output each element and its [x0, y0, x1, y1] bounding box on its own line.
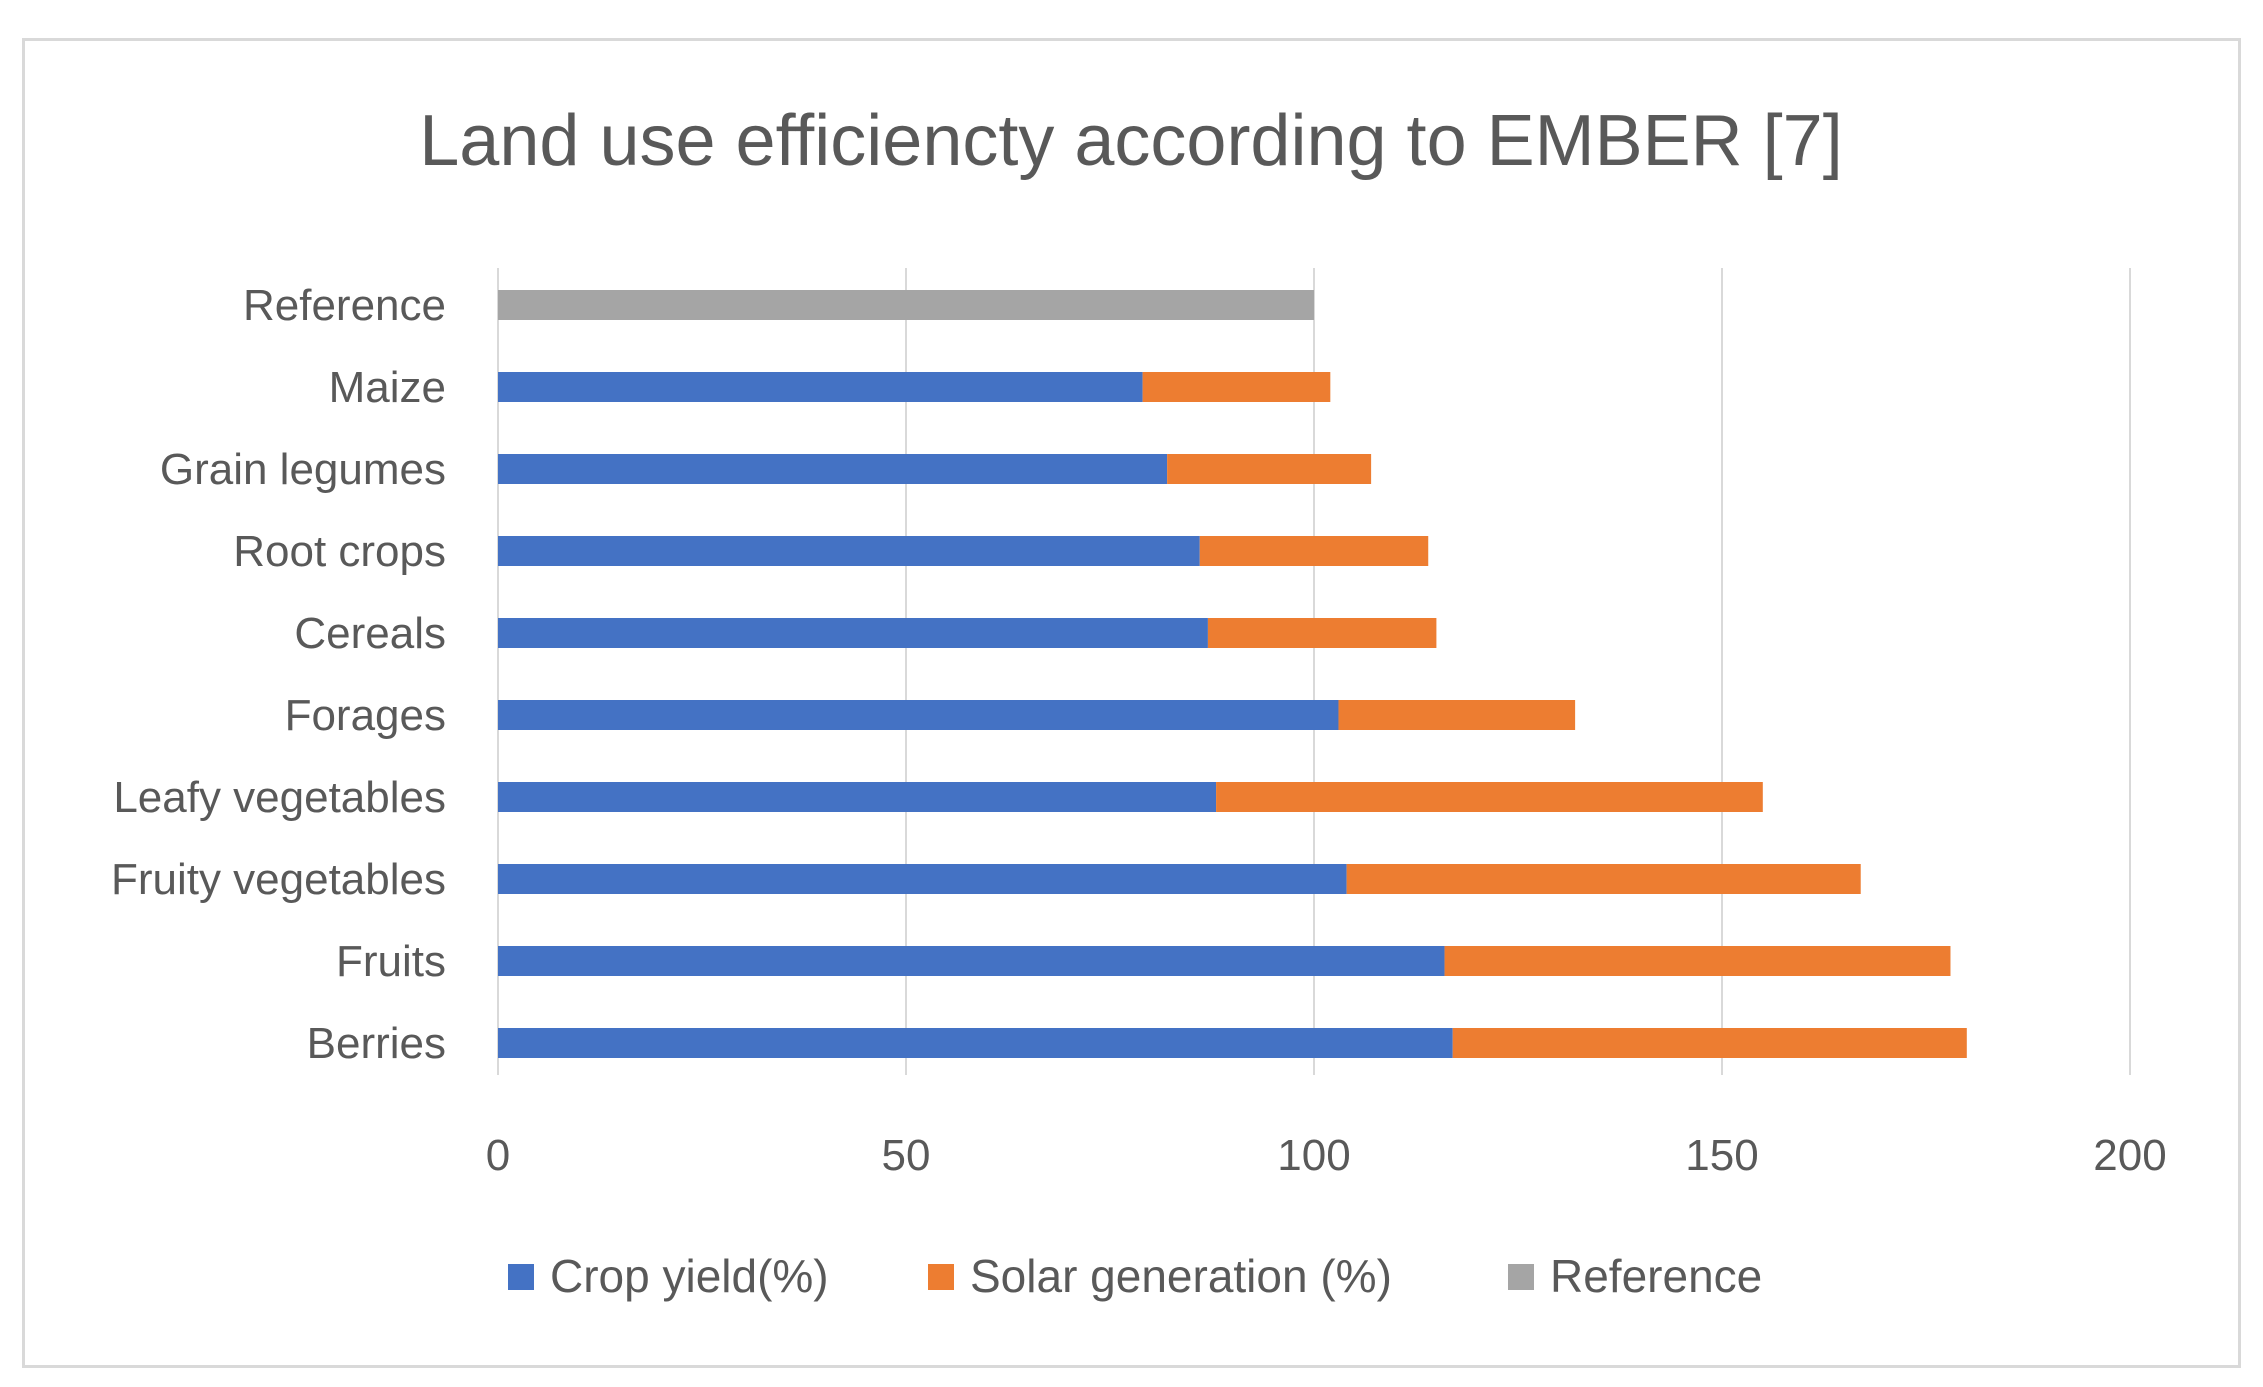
- bar-maize-crop-yield: [498, 372, 1143, 402]
- bar-cereals-solar-generation: [1207, 618, 1437, 648]
- bar-leafy-vegetables-solar-generation: [1216, 782, 1763, 812]
- category-label-forages: Forages: [285, 691, 446, 740]
- chart-title: Land use efficiencty according to EMBER …: [419, 101, 1842, 181]
- category-label-cereals: Cereals: [294, 609, 446, 658]
- bar-berries-solar-generation: [1452, 1028, 1967, 1058]
- gridlines: [497, 268, 2131, 1075]
- bar-maize-solar-generation: [1142, 372, 1331, 402]
- bar-forages-crop-yield: [498, 700, 1339, 730]
- legend-swatch-crop-yield: [508, 1264, 534, 1290]
- bar-root-crops-solar-generation: [1199, 536, 1429, 566]
- category-label-fruits: Fruits: [336, 937, 446, 986]
- category-labels: Reference Maize Grain legumes Root crops Cer…: [111, 281, 446, 1068]
- bars: [498, 290, 1967, 1058]
- x-tick-label-0: 0: [486, 1131, 510, 1180]
- category-label-fruity-vegetables: Fruity vegetables: [111, 855, 446, 904]
- bar-grain-legumes-crop-yield: [498, 454, 1168, 484]
- x-axis-ticks: 0 50 100 150 200: [486, 1131, 2167, 1180]
- category-label-leafy-vegetables: Leafy vegetables: [113, 773, 446, 822]
- category-label-maize: Maize: [329, 363, 446, 412]
- legend: Crop yield(%) Solar generation (%) Referen…: [508, 1250, 1762, 1302]
- bar-root-crops-crop-yield: [498, 536, 1200, 566]
- bar-fruits-crop-yield: [498, 946, 1445, 976]
- legend-swatch-solar-generation: [928, 1264, 954, 1290]
- bar-fruits-solar-generation: [1444, 946, 1951, 976]
- bar-forages-solar-generation: [1338, 700, 1576, 730]
- bar-leafy-vegetables-crop-yield: [498, 782, 1217, 812]
- bar-berries-crop-yield: [498, 1028, 1453, 1058]
- bar-fruity-vegetables-solar-generation: [1346, 864, 1861, 894]
- legend-label-crop-yield: Crop yield(%): [550, 1250, 829, 1302]
- legend-label-reference: Reference: [1550, 1250, 1762, 1302]
- bar-reference-reference: [498, 290, 1314, 320]
- x-tick-label-100: 100: [1277, 1131, 1350, 1180]
- bar-fruity-vegetables-crop-yield: [498, 864, 1347, 894]
- bar-grain-legumes-solar-generation: [1167, 454, 1372, 484]
- legend-label-solar-generation: Solar generation (%): [970, 1250, 1392, 1302]
- x-tick-label-50: 50: [882, 1131, 931, 1180]
- x-tick-label-200: 200: [2093, 1131, 2166, 1180]
- category-label-berries: Berries: [307, 1019, 446, 1068]
- x-tick-label-150: 150: [1685, 1131, 1758, 1180]
- bar-cereals-crop-yield: [498, 618, 1208, 648]
- category-label-reference: Reference: [243, 281, 446, 330]
- category-label-grain-legumes: Grain legumes: [160, 445, 446, 494]
- legend-swatch-reference: [1508, 1264, 1534, 1290]
- category-label-root-crops: Root crops: [233, 527, 446, 576]
